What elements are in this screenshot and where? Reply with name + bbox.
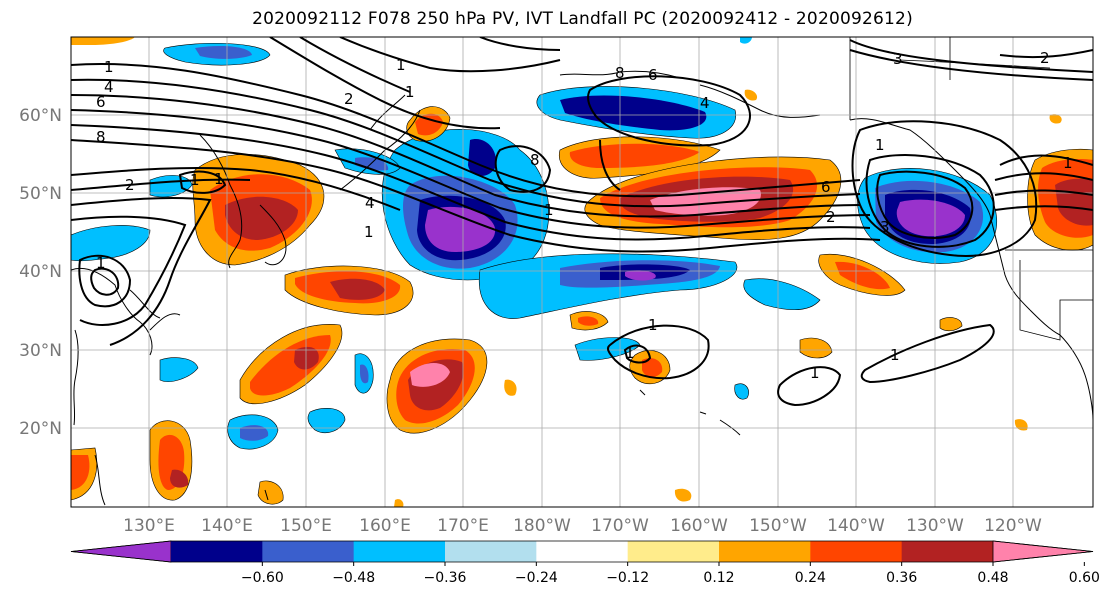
colorbar-cell — [901, 541, 994, 562]
lon-label: 170°E — [437, 516, 489, 536]
contour-label: 4 — [700, 94, 710, 112]
map-frame — [70, 36, 1094, 508]
contour-label: 1 — [396, 56, 406, 74]
colorbar-cell — [810, 541, 903, 562]
colorbar-cell — [353, 541, 446, 562]
lon-label: 160°W — [670, 516, 728, 536]
contour-label: 1 — [875, 136, 885, 154]
contour-label: 4 — [104, 78, 114, 96]
contour-label: 1 — [890, 346, 900, 364]
colorbar-tick-label: 0.24 — [795, 570, 826, 586]
lon-label: 130°W — [906, 516, 964, 536]
contour-label: 1 — [96, 254, 106, 272]
colorbar-cell — [536, 541, 629, 562]
ivt-contours — [71, 37, 1093, 407]
gridlines — [71, 37, 1093, 507]
pv-anomaly-field: 1 4 6 8 2 1 1 2 1 8 6 4 1 4 1 8 1 6 2 1 … — [71, 37, 1093, 507]
colorbar-cell — [262, 541, 355, 562]
latitude-labels: 60°N 50°N 40°N 30°N 20°N — [19, 106, 62, 439]
colorbar-outline — [70, 540, 1094, 563]
lat-label: 30°N — [19, 341, 62, 361]
contour-label: 1 — [214, 170, 224, 188]
colorbar-extend-min — [70, 540, 172, 563]
lon-label: 150°E — [280, 516, 332, 536]
contour-label: 6 — [648, 66, 658, 84]
contour-label: 8 — [530, 151, 540, 169]
colorbar-tick-label: −0.48 — [332, 570, 375, 586]
colorbar-tick-label: 0.48 — [977, 570, 1008, 586]
colorbar-tick-label: 0.60 — [1069, 570, 1100, 586]
longitude-labels: 130°E 140°E 150°E 160°E 170°E 180°W 170°… — [123, 516, 1042, 536]
contour-label: 1 — [104, 58, 114, 76]
colorbar-tick-label: 0.36 — [886, 570, 917, 586]
contour-label: 1 — [810, 364, 820, 382]
contour-label: 1 — [625, 344, 635, 362]
colorbar-tick-label: −0.60 — [241, 570, 284, 586]
contour-label: 1 — [190, 171, 200, 189]
colorbar-tick-label: 0.12 — [703, 570, 734, 586]
contour-label: 2 — [344, 90, 354, 108]
lon-label: 120°W — [984, 516, 1042, 536]
contour-label: 1 — [1063, 154, 1073, 172]
contour-label: 2 — [125, 176, 135, 194]
lon-label: 180°W — [513, 516, 571, 536]
contour-label: 8 — [96, 128, 106, 146]
contour-label: 6 — [821, 178, 831, 196]
lon-label: 170°W — [591, 516, 649, 536]
colorbar-cell — [171, 541, 263, 562]
colorbar: −0.60 −0.48 −0.36 −0.24 −0.12 0.12 0.24 0.36 0.4… — [70, 540, 1100, 586]
contour-label: 4 — [365, 194, 375, 212]
colorbar-tick-label: −0.12 — [606, 570, 649, 586]
contour-label: 2 — [826, 208, 836, 226]
colorbar-extend-max — [992, 540, 1094, 563]
colorbar-cell — [445, 541, 537, 562]
negative-pv-anomalies — [71, 37, 997, 450]
lon-label: 130°E — [123, 516, 175, 536]
contour-labels: 1 4 6 8 2 1 1 2 1 8 6 4 1 4 1 8 1 6 2 1 … — [96, 49, 1073, 382]
lon-label: 160°E — [359, 516, 411, 536]
contour-label: 8 — [615, 64, 625, 82]
colorbar-cell — [627, 541, 720, 562]
positive-pv-anomalies — [71, 37, 1093, 507]
lat-label: 40°N — [19, 262, 62, 282]
lon-label: 140°W — [827, 516, 885, 536]
contour-label: 1 — [648, 316, 658, 334]
lon-label: 140°E — [201, 516, 253, 536]
contour-label: 2 — [1040, 49, 1050, 67]
lat-label: 60°N — [19, 106, 62, 126]
colorbar-tick-label: −0.36 — [424, 570, 467, 586]
lat-label: 50°N — [19, 184, 62, 204]
contour-label: 3 — [880, 218, 890, 236]
lon-label: 150°W — [749, 516, 807, 536]
colorbar-cell — [719, 541, 811, 562]
contour-label: 1 — [544, 201, 554, 219]
contour-label: 1 — [405, 83, 415, 101]
contour-label: 3 — [893, 50, 903, 68]
contour-label: 1 — [364, 223, 374, 241]
map-title: 2020092112 F078 250 hPa PV, IVT Landfall… — [252, 9, 913, 29]
colorbar-tick-label: −0.24 — [515, 570, 558, 586]
contour-label: 6 — [96, 93, 106, 111]
lat-label: 20°N — [19, 419, 62, 439]
